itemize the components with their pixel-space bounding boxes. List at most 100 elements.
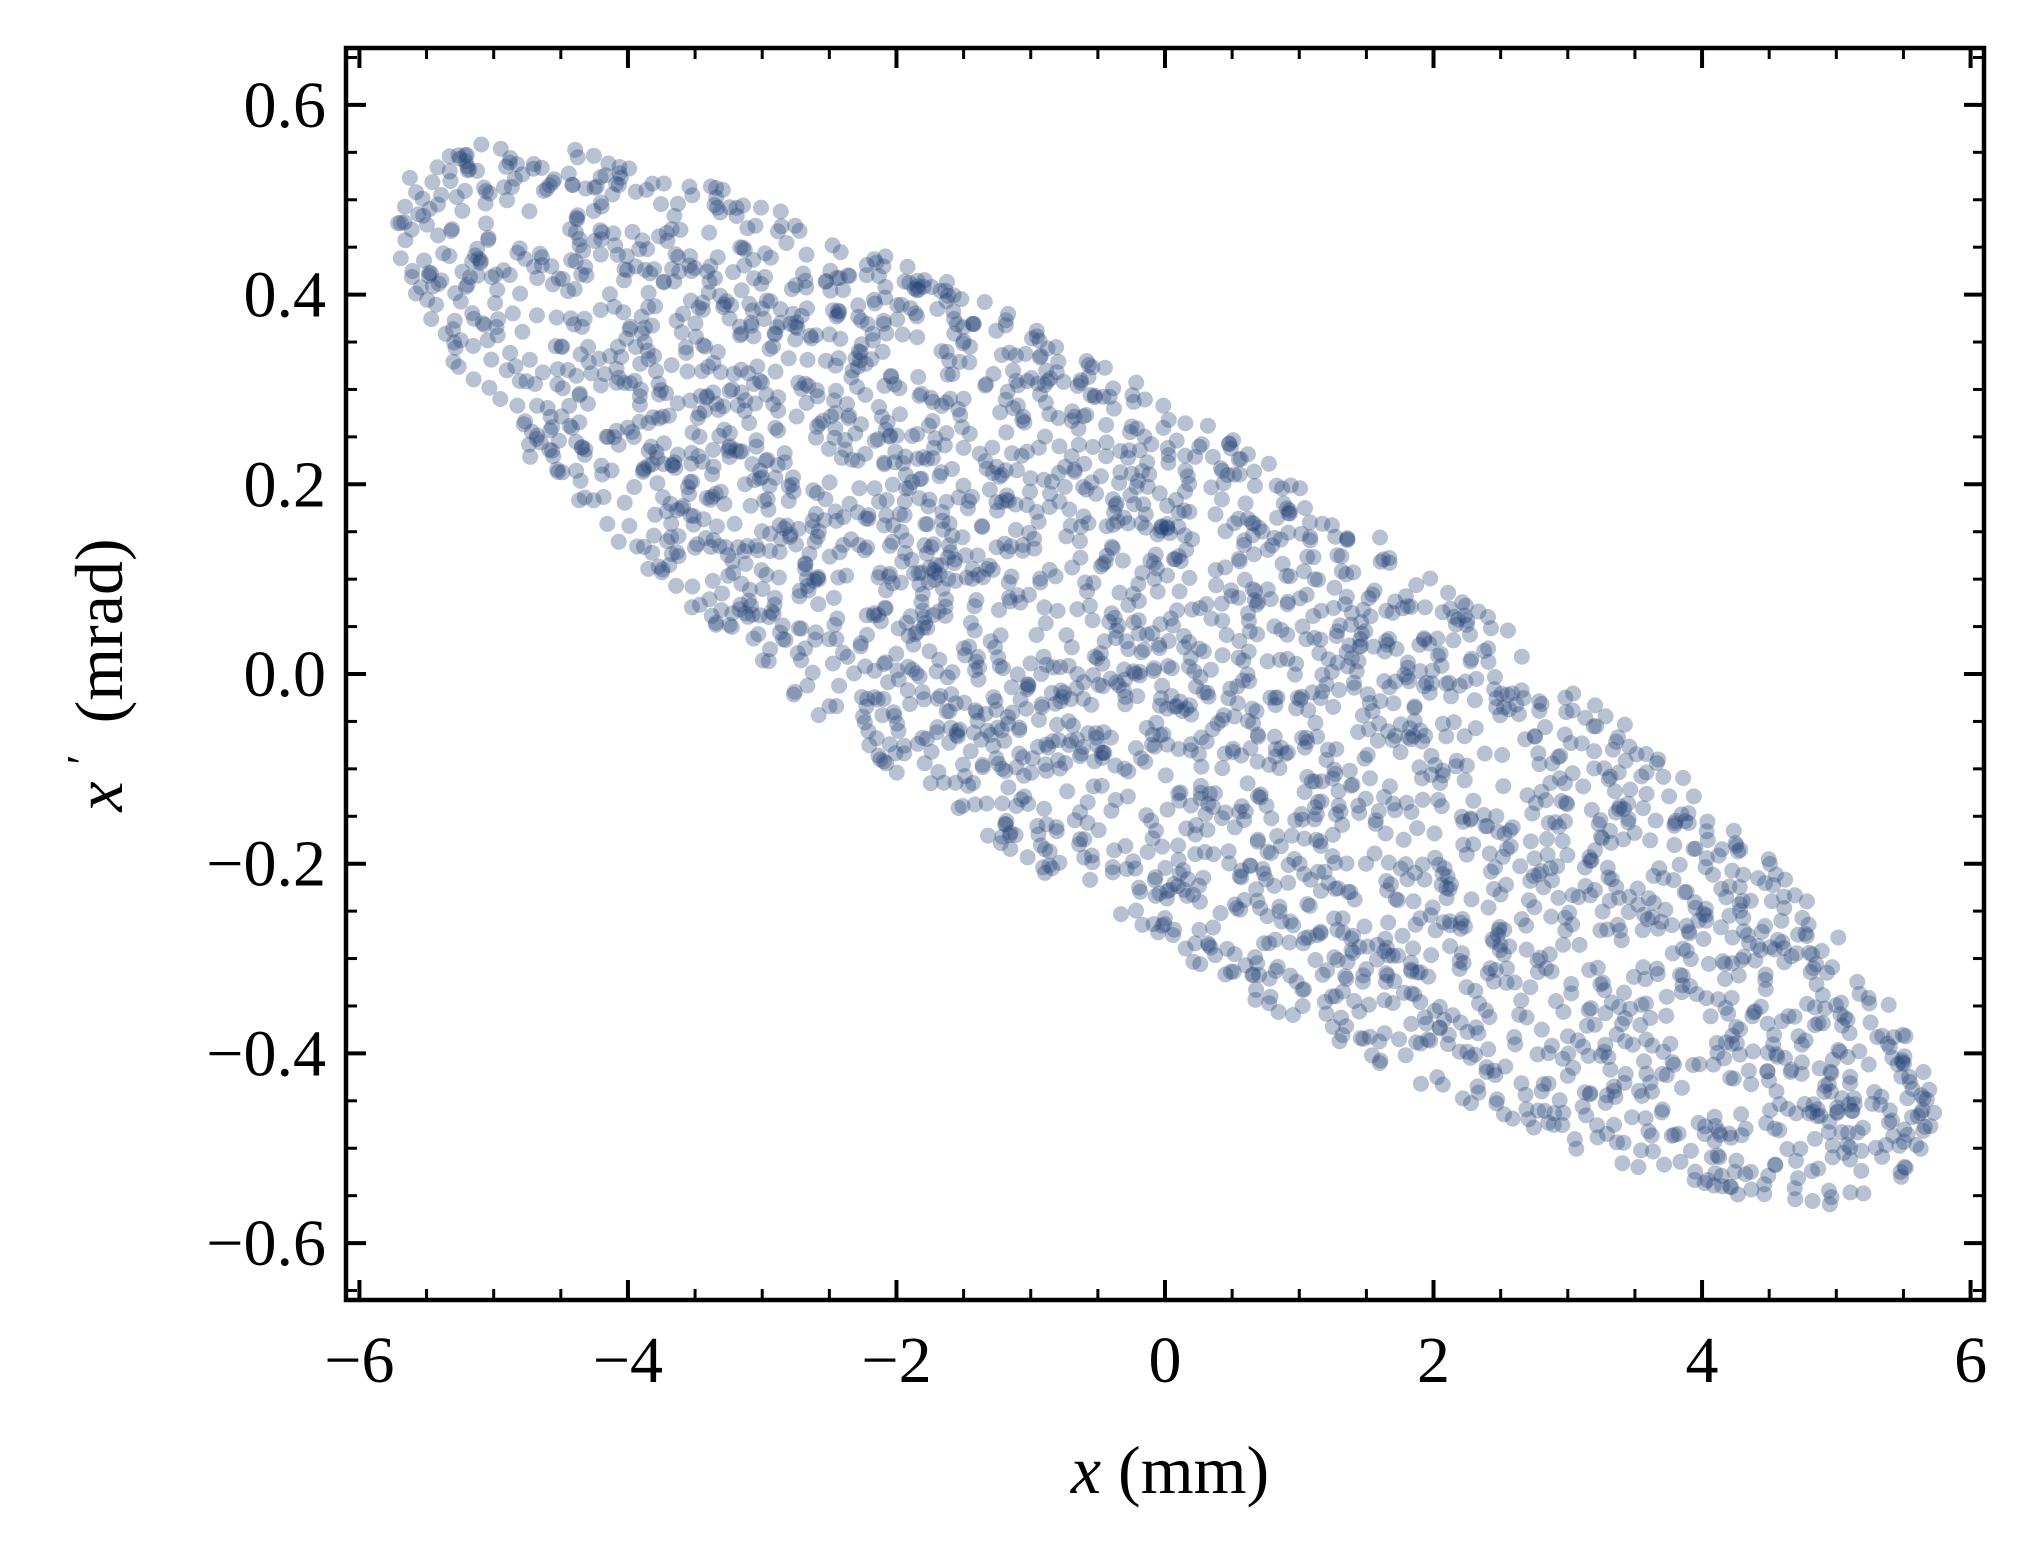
scatter-point <box>631 413 648 430</box>
scatter-point <box>1267 962 1284 979</box>
scatter-point <box>1465 792 1482 809</box>
scatter-point <box>1699 813 1716 830</box>
scatter-point <box>1488 808 1505 825</box>
scatter-point <box>883 368 900 385</box>
scatter-point <box>1153 518 1170 535</box>
scatter-point <box>935 774 952 791</box>
scatter-point <box>1446 608 1462 625</box>
scatter-point <box>1610 729 1626 746</box>
scatter-point <box>824 237 841 254</box>
scatter-point <box>955 640 972 657</box>
scatter-point <box>1120 515 1136 532</box>
scatter-point <box>802 327 819 344</box>
scatter-point <box>1259 843 1276 860</box>
scatter-point <box>911 576 928 593</box>
scatter-point <box>515 416 532 433</box>
scatter-point <box>979 722 996 739</box>
scatter-point <box>421 264 438 281</box>
scatter-point <box>1259 653 1276 670</box>
scatter-point <box>1532 949 1549 966</box>
scatter-point <box>992 627 1009 644</box>
scatter-point <box>1414 791 1431 808</box>
scatter-point <box>451 150 468 167</box>
scatter-point <box>1312 631 1329 648</box>
scatter-point <box>1314 515 1331 532</box>
scatter-point <box>1052 659 1069 676</box>
scatter-point <box>1753 923 1770 940</box>
scatter-point <box>1166 698 1183 715</box>
scatter-point <box>1793 1054 1810 1071</box>
scatter-point <box>1230 451 1247 468</box>
scatter-point <box>1819 964 1835 981</box>
scatter-point <box>1244 527 1261 544</box>
scatter-point <box>1909 1108 1926 1125</box>
scatter-point <box>1149 526 1166 543</box>
scatter-point <box>1113 906 1129 923</box>
scatter-point <box>1333 1009 1349 1026</box>
scatter-point <box>603 462 620 479</box>
scatter-point <box>1326 910 1343 927</box>
scatter-point <box>1820 1124 1837 1141</box>
scatter-point <box>771 543 788 560</box>
scatter-point <box>1672 1153 1689 1170</box>
scatter-point <box>1843 1102 1860 1119</box>
scatter-point <box>1008 372 1025 389</box>
scatter-point <box>1787 1191 1804 1208</box>
scatter-point <box>490 311 507 328</box>
scatter-point <box>877 248 894 265</box>
scatter-point <box>433 272 450 289</box>
scatter-point <box>1394 927 1411 944</box>
scatter-point <box>1620 814 1637 831</box>
scatter-point <box>828 270 845 286</box>
scatter-point <box>705 532 722 549</box>
scatter-point <box>985 689 1002 706</box>
scatter-point <box>1834 1017 1851 1034</box>
scatter-point <box>799 577 816 594</box>
scatter-point <box>1616 716 1633 733</box>
scatter-point <box>1613 932 1630 949</box>
scatter-point <box>806 572 823 589</box>
scatter-point <box>624 423 640 440</box>
scatter-point <box>909 450 926 467</box>
scatter-point <box>1007 496 1024 513</box>
scatter-point <box>1596 760 1613 777</box>
scatter-point <box>1860 1056 1877 1073</box>
scatter-point <box>1201 785 1218 802</box>
scatter-point <box>870 569 887 586</box>
scatter-point <box>1299 548 1316 565</box>
scatter-point <box>705 441 722 458</box>
scatter-point <box>994 760 1011 777</box>
scatter-point <box>1249 955 1266 972</box>
scatter-point <box>1187 846 1204 863</box>
scatter-point <box>664 457 681 474</box>
scatter-point <box>893 523 910 540</box>
scatter-point <box>990 649 1007 666</box>
scatter-point <box>1000 574 1017 591</box>
scatter-point <box>749 358 766 375</box>
scatter-point <box>1467 720 1484 737</box>
scatter-point <box>1897 1028 1914 1045</box>
scatter-point <box>1394 600 1411 617</box>
scatter-point <box>1406 712 1423 729</box>
scatter-point <box>1488 699 1505 716</box>
scatter-point <box>651 228 667 245</box>
scatter-point <box>655 489 671 506</box>
scatter-point <box>679 479 696 496</box>
scatter-point <box>827 357 844 374</box>
scatter-point <box>1721 1178 1738 1195</box>
scatter-point <box>853 312 870 329</box>
scatter-point <box>616 261 633 278</box>
scatter-point <box>1518 917 1535 934</box>
scatter-point <box>1296 739 1313 756</box>
scatter-point <box>1338 970 1355 987</box>
scatter-point <box>446 312 463 329</box>
scatter-point <box>1090 676 1107 693</box>
scatter-point <box>428 296 445 313</box>
scatter-point <box>1459 1024 1476 1040</box>
scatter-point <box>663 357 680 374</box>
scatter-point <box>1058 528 1075 545</box>
scatter-point <box>1030 738 1046 755</box>
scatter-point <box>1817 1077 1834 1094</box>
scatter-point <box>1450 611 1467 628</box>
scatter-point <box>989 719 1006 736</box>
